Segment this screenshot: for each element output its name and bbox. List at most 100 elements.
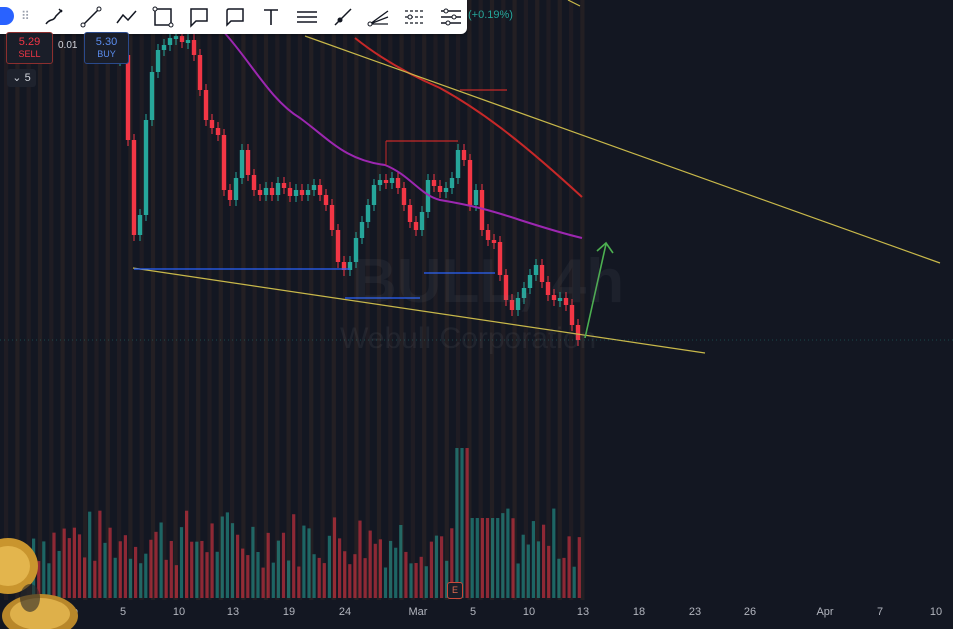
candle-body[interactable] — [533, 265, 539, 275]
candle-body[interactable] — [479, 190, 485, 230]
candle-body[interactable] — [185, 40, 191, 43]
note-tool-icon[interactable] — [222, 4, 248, 30]
candle-body[interactable] — [437, 186, 443, 192]
volume-bar — [210, 523, 214, 598]
candle-body[interactable] — [329, 205, 335, 230]
candle-body[interactable] — [515, 298, 521, 310]
candle-body[interactable] — [527, 275, 533, 288]
brush-tool-icon[interactable] — [42, 4, 68, 30]
fib-fan-tool-icon[interactable] — [366, 4, 392, 30]
candle-body[interactable] — [245, 150, 251, 175]
candle-body[interactable] — [173, 36, 179, 39]
rectangle-tool-icon[interactable] — [150, 4, 176, 30]
candle-body[interactable] — [347, 262, 353, 270]
candle-body[interactable] — [419, 212, 425, 230]
fib-retracement-tool-icon[interactable] — [402, 4, 428, 30]
candle-body[interactable] — [281, 183, 287, 188]
candle-body[interactable] — [125, 55, 131, 140]
candle-body[interactable] — [191, 40, 197, 55]
candle-body[interactable] — [545, 282, 551, 295]
candle-body[interactable] — [215, 128, 221, 135]
candle-body[interactable] — [233, 178, 239, 200]
candle-body[interactable] — [569, 305, 575, 325]
candle-body[interactable] — [257, 190, 263, 195]
candle-body[interactable] — [227, 190, 233, 200]
candle-body[interactable] — [275, 183, 281, 195]
candle-body[interactable] — [269, 188, 275, 195]
candle-body[interactable] — [443, 188, 449, 192]
callout-tool-icon[interactable] — [186, 4, 212, 30]
candle-body[interactable] — [521, 288, 527, 298]
candle-body[interactable] — [365, 205, 371, 222]
candle-body[interactable] — [563, 298, 569, 305]
horizontal-lines-tool-icon[interactable] — [294, 4, 320, 30]
drag-handle-icon[interactable]: ⠿ — [21, 9, 30, 23]
candle-body[interactable] — [491, 240, 497, 243]
candle-body[interactable] — [449, 178, 455, 188]
candle-body[interactable] — [317, 185, 323, 195]
candle-body[interactable] — [167, 38, 173, 45]
candle-body[interactable] — [155, 50, 161, 72]
candle-body[interactable] — [557, 298, 563, 301]
candle-body[interactable] — [353, 238, 359, 262]
candle-body[interactable] — [497, 242, 503, 275]
logo-icon[interactable] — [0, 7, 14, 25]
candle-body[interactable] — [407, 205, 413, 222]
candle-body[interactable] — [395, 178, 401, 188]
candle-body[interactable] — [203, 90, 209, 120]
candle-body[interactable] — [179, 36, 185, 42]
candle-body[interactable] — [149, 72, 155, 120]
up-arrow-annotation[interactable] — [584, 241, 614, 339]
upper-trendline[interactable] — [304, 35, 941, 264]
text-tool-icon[interactable] — [258, 4, 284, 30]
candle-body[interactable] — [401, 188, 407, 205]
candle-body[interactable] — [359, 222, 365, 238]
candle-body[interactable] — [455, 150, 461, 178]
settings-lines-tool-icon[interactable] — [438, 4, 464, 30]
time-axis[interactable]: b510131924Mar51013182326Apr710 — [0, 606, 953, 626]
candle-body[interactable] — [551, 295, 557, 300]
candle-body[interactable] — [305, 190, 311, 195]
candle-body[interactable] — [425, 180, 431, 212]
candle-body[interactable] — [287, 188, 293, 196]
candle-body[interactable] — [383, 180, 389, 183]
buy-button[interactable]: 5.30 BUY — [84, 32, 129, 64]
candle-body[interactable] — [335, 230, 341, 262]
candle-body[interactable] — [377, 180, 383, 185]
candle-body[interactable] — [197, 55, 203, 90]
candle-body[interactable] — [413, 222, 419, 230]
lower-trendline[interactable] — [132, 267, 706, 354]
candle-body[interactable] — [371, 185, 377, 205]
candle-body[interactable] — [137, 215, 143, 235]
collapse-indicators-button[interactable]: ⌄ 5 — [7, 69, 36, 87]
candle-body[interactable] — [311, 185, 317, 190]
candle-body[interactable] — [263, 188, 269, 195]
trend-line-tool-icon[interactable] — [78, 4, 104, 30]
candle-body[interactable] — [161, 45, 167, 50]
candle-body[interactable] — [221, 135, 227, 190]
candle-body[interactable] — [467, 160, 473, 205]
candle-body[interactable] — [209, 120, 215, 128]
candle-body[interactable] — [341, 262, 347, 270]
path-tool-icon[interactable] — [114, 4, 140, 30]
sell-button[interactable]: 5.29 SELL — [6, 32, 53, 64]
candle-body[interactable] — [389, 178, 395, 183]
candle-body[interactable] — [575, 325, 581, 340]
candle-body[interactable] — [539, 265, 545, 282]
candle-body[interactable] — [293, 190, 299, 196]
candle-body[interactable] — [461, 150, 467, 160]
candle-body[interactable] — [299, 190, 305, 195]
candle-body[interactable] — [251, 175, 257, 190]
candle-body[interactable] — [503, 275, 509, 300]
candle-body[interactable] — [131, 140, 137, 235]
candle-body[interactable] — [485, 230, 491, 240]
ray-tool-icon[interactable] — [330, 4, 356, 30]
candle-body[interactable] — [473, 190, 479, 205]
earnings-event-marker[interactable]: E — [447, 582, 463, 599]
candle-body[interactable] — [143, 120, 149, 215]
candle-body[interactable] — [239, 150, 245, 178]
candle-body[interactable] — [431, 180, 437, 186]
candle-body[interactable] — [509, 300, 515, 310]
candle-body[interactable] — [323, 195, 329, 205]
